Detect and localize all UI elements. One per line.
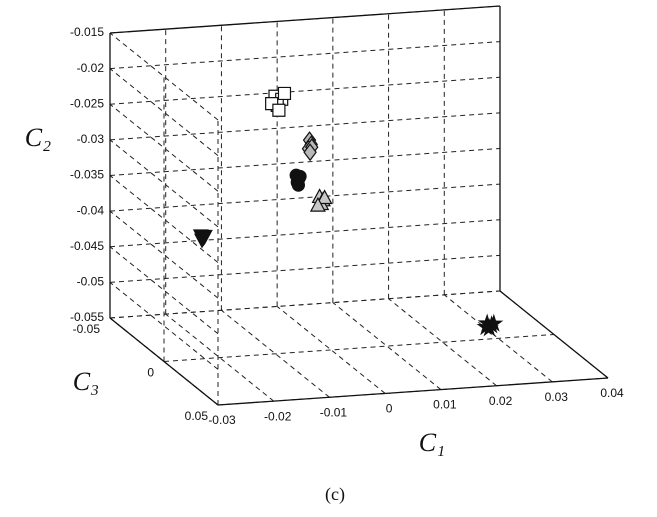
x-tick-label: 0	[386, 402, 393, 416]
x-tick-label: 0.04	[600, 386, 624, 400]
x-tick-label: -0.02	[264, 409, 292, 423]
z-axis-label: C₃	[73, 367, 99, 396]
x-tick-label: 0.02	[489, 394, 513, 408]
z-tick-label: 0	[147, 366, 154, 380]
y-tick-label: -0.025	[70, 96, 104, 110]
x-tick-label: -0.01	[320, 405, 348, 419]
y-tick-label: -0.035	[70, 168, 104, 182]
z-tick-label: -0.05	[73, 322, 101, 336]
y-tick-label: -0.015	[70, 25, 104, 39]
x-tick-label: 0.01	[433, 398, 457, 412]
chart: -0.055-0.05-0.045-0.04-0.035-0.03-0.025-…	[0, 0, 657, 517]
y-tick-label: -0.03	[77, 132, 105, 146]
caption: (c)	[325, 484, 345, 505]
y-axis-label: C₂	[25, 123, 51, 152]
x-tick-label: 0.03	[545, 390, 569, 404]
background	[0, 0, 657, 517]
z-tick-label: 0.05	[185, 409, 209, 423]
y-tick-label: -0.045	[70, 239, 104, 253]
x-axis-label: C₁	[419, 428, 445, 457]
point	[273, 104, 285, 116]
y-tick-label: -0.02	[77, 61, 105, 75]
y-tick-label: -0.04	[77, 203, 105, 217]
point	[292, 179, 304, 191]
point	[278, 87, 290, 99]
y-tick-label: -0.05	[77, 275, 105, 289]
x-tick-label: -0.03	[208, 413, 236, 427]
